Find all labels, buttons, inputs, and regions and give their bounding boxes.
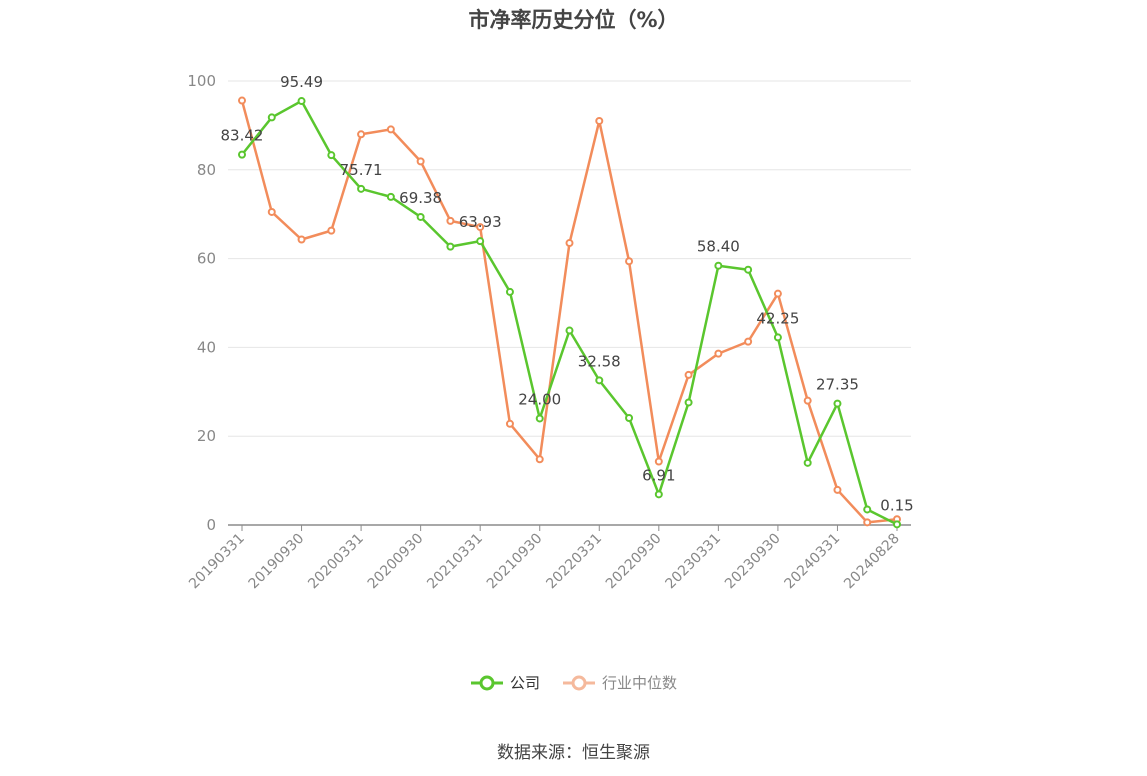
data-point-industry [535, 455, 544, 464]
axis-layer: 0 20 40 60 80 100 2019033120190930202003312020… [186, 72, 911, 592]
data-label: 42.25 [756, 309, 799, 327]
data-point-company [833, 399, 842, 408]
data-point-industry [625, 257, 634, 266]
data-point-company [684, 398, 693, 407]
data-point-industry [595, 116, 604, 125]
data-point-company [535, 414, 544, 423]
data-label: 27.35 [816, 376, 859, 394]
data-point-company [654, 490, 663, 499]
data-label: 69.38 [399, 189, 442, 207]
data-point-company [773, 333, 782, 342]
data-label: 83.42 [221, 127, 264, 145]
data-point-company [893, 520, 901, 529]
y-tick-label: 0 [206, 516, 216, 534]
x-tick-label: 20220331 [543, 531, 605, 593]
data-label: 95.49 [280, 73, 323, 91]
series-layer [238, 96, 901, 529]
data-point-industry [684, 370, 693, 379]
data-point-industry [565, 239, 574, 248]
data-label-layer: 83.42 95.49 75.71 69.38 63.93 24.00 32.58 6.91 5… [221, 73, 914, 514]
legend-item-company[interactable]: 公司 [470, 672, 540, 693]
y-tick-label: 20 [197, 427, 216, 445]
data-point-industry [238, 96, 246, 105]
x-tick-label: 20190930 [246, 531, 308, 593]
data-point-company [297, 97, 306, 106]
data-point-industry [476, 223, 485, 232]
x-tick-label: 20210930 [484, 531, 546, 593]
x-tick-label: 20230930 [722, 531, 784, 593]
x-tick-label: 20230331 [662, 531, 724, 593]
data-label: 0.15 [880, 496, 913, 514]
data-point-company [476, 237, 485, 246]
data-point-industry [863, 518, 872, 527]
x-tick-label: 20190331 [186, 531, 248, 593]
x-tick-label: 20200331 [305, 531, 367, 593]
data-point-company [267, 113, 276, 122]
data-label: 32.58 [578, 352, 621, 370]
legend: 公司 行业中位数 [0, 672, 1147, 693]
source-note: 数据来源：恒生聚源 [497, 743, 650, 763]
x-tick-label: 20210331 [424, 531, 486, 593]
data-point-industry [267, 207, 276, 216]
data-label: 75.71 [340, 161, 383, 179]
data-point-industry [357, 130, 366, 139]
data-point-company [238, 150, 246, 159]
data-point-company [446, 242, 455, 251]
data-label: 6.91 [642, 466, 675, 484]
data-point-company [416, 212, 425, 221]
data-point-industry [744, 337, 753, 346]
data-point-industry [505, 419, 514, 428]
grid-layer [228, 80, 911, 437]
data-point-company [744, 265, 753, 274]
x-tick-label: 20240331 [782, 531, 844, 593]
legend-industry-label: 行业中位数 [602, 674, 678, 692]
data-label: 63.93 [459, 213, 502, 231]
data-point-industry [773, 289, 782, 298]
data-point-company [386, 192, 395, 201]
data-point-company [327, 151, 336, 160]
legend-company-line-icon [470, 675, 503, 690]
data-label: 58.40 [697, 238, 740, 256]
legend-industry-line-icon [563, 675, 595, 690]
y-tick-label: 40 [197, 338, 216, 356]
y-tick-label: 80 [197, 161, 216, 179]
data-point-industry [416, 157, 425, 166]
data-point-company [803, 458, 812, 467]
y-tick-label: 60 [197, 250, 216, 268]
x-tick-label: 20220930 [603, 531, 665, 593]
data-point-company [863, 505, 872, 514]
data-point-company [595, 376, 604, 385]
legend-company-label: 公司 [509, 674, 540, 692]
data-point-industry [714, 349, 723, 358]
data-point-industry [654, 457, 663, 466]
data-label: 24.00 [518, 390, 561, 408]
data-point-industry [833, 485, 842, 494]
data-point-industry [386, 125, 395, 134]
data-point-industry [446, 216, 455, 225]
data-point-company [625, 413, 634, 422]
data-point-industry [803, 396, 812, 405]
data-point-company [357, 184, 366, 193]
data-point-company [505, 287, 514, 296]
x-tick-label: 20200930 [365, 531, 427, 593]
legend-item-industry[interactable]: 行业中位数 [562, 672, 677, 693]
data-point-company [565, 326, 574, 335]
data-point-company [714, 261, 723, 270]
chart-title: 市净率历史分位（%） [468, 8, 679, 32]
y-tick-label: 100 [187, 72, 216, 90]
data-point-industry [327, 226, 336, 235]
x-tick-label: 20240828 [841, 531, 903, 593]
data-point-industry [297, 235, 306, 244]
